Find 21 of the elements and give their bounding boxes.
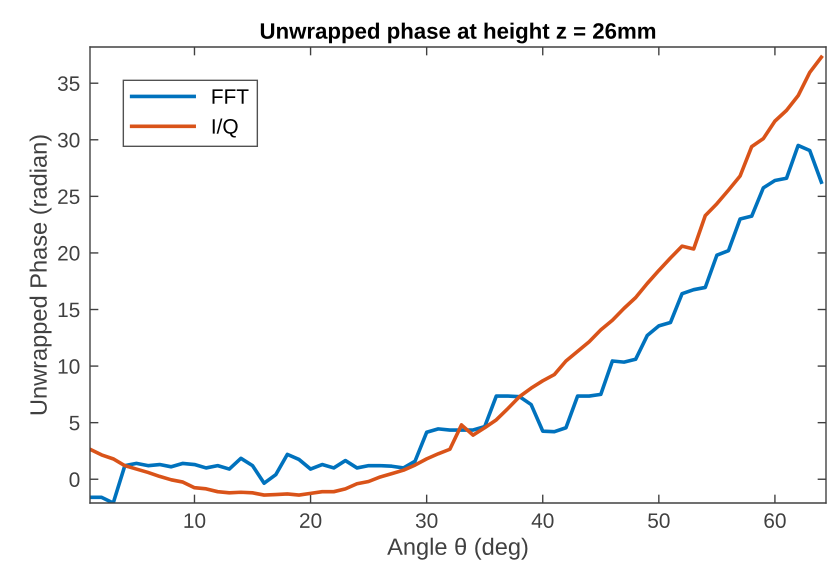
y-tick-label: 35 xyxy=(58,76,80,91)
legend-label: FFT xyxy=(212,89,249,104)
y-tick-label: 20 xyxy=(58,246,80,261)
x-tick-label: 50 xyxy=(648,513,670,528)
legend-label: I/Q xyxy=(212,118,238,138)
x-tick-label: 20 xyxy=(300,513,322,528)
chart-title: Unwrapped phase at height z = 26mm xyxy=(260,22,656,44)
y-tick-label: 10 xyxy=(58,359,80,374)
x-tick-label: 60 xyxy=(764,513,786,528)
line-series xyxy=(90,55,824,497)
x-tick-label: 30 xyxy=(416,513,438,528)
x-axis-title: Angle θ (deg) xyxy=(387,538,528,560)
y-axis-title: Unwrapped Phase (radian) xyxy=(30,135,52,414)
y-tick-label: 30 xyxy=(58,132,80,148)
y-tick-label: 15 xyxy=(58,302,80,318)
y-tick-label: 5 xyxy=(70,416,80,430)
line-series xyxy=(90,144,824,503)
y-tick-label: 25 xyxy=(58,189,80,204)
x-tick-label: 40 xyxy=(532,513,554,528)
y-tick-label: 0 xyxy=(70,472,80,487)
x-tick-label: 10 xyxy=(184,513,206,528)
